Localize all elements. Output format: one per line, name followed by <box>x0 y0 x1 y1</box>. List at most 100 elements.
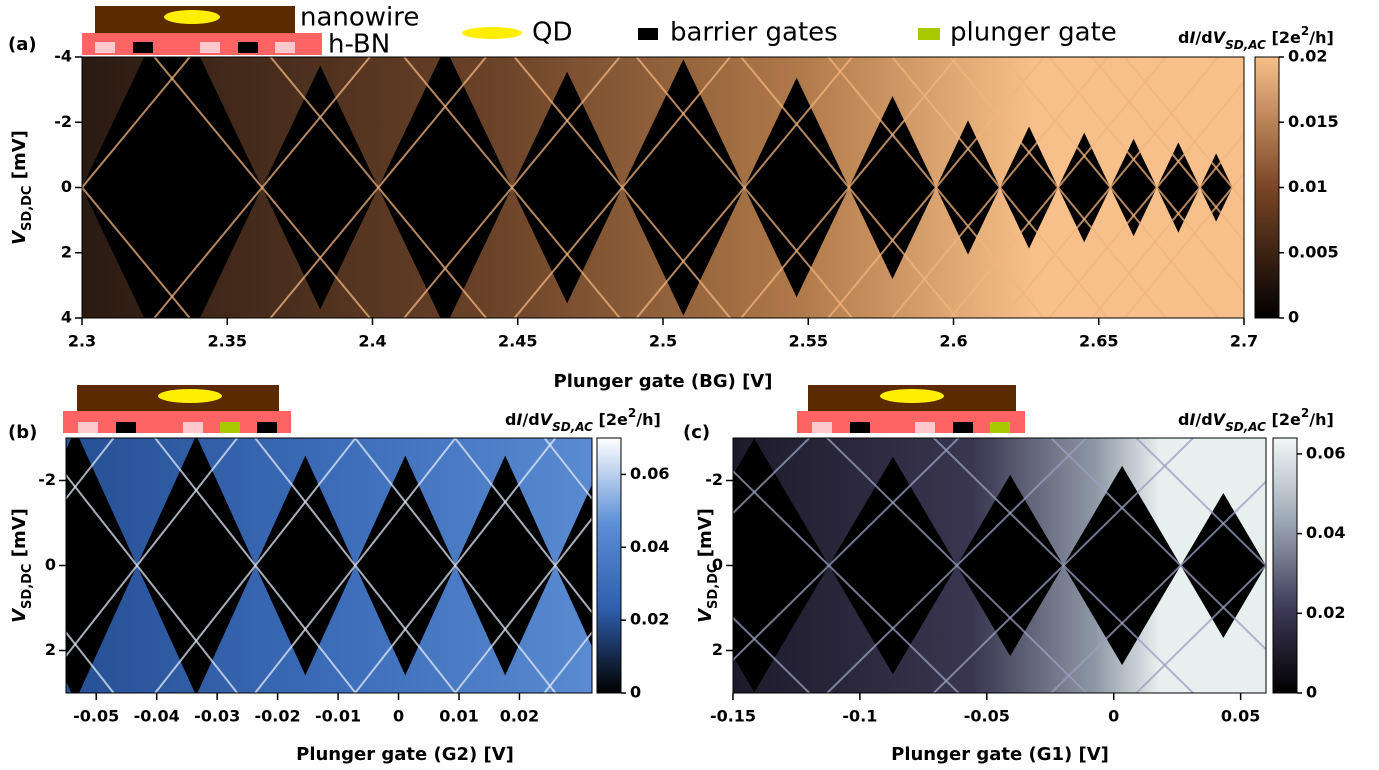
x-tick-label: 0.02 <box>500 707 539 726</box>
resonance-line <box>635 57 854 318</box>
resonance-line <box>733 469 961 693</box>
y-tick-label: 4 <box>61 308 72 327</box>
y-tick-label: 2 <box>712 640 723 659</box>
colorbar-label-part: d <box>1178 410 1189 429</box>
colorbar <box>1272 437 1298 694</box>
colorbar-tick-label: 0.02 <box>1306 603 1345 622</box>
colorbar-label-part: V <box>1213 28 1227 47</box>
y-label-symbol: V <box>9 607 30 623</box>
resonance-line <box>153 438 357 693</box>
coulomb-diamond <box>1058 132 1111 243</box>
y-axis-label: VSD,DC [mV] <box>695 508 721 623</box>
resonance-line <box>353 438 557 693</box>
colorbar-tick-label: 0.06 <box>1306 443 1345 462</box>
y-tick-label: 0 <box>712 555 723 574</box>
y-label-unit: [mV] <box>9 130 30 185</box>
legend-label: plunger gate <box>950 18 1117 48</box>
colorbar-label-part: /d <box>1195 28 1212 47</box>
coulomb-diamond <box>511 71 623 304</box>
y-tick-label: 2 <box>61 242 72 261</box>
x-tick-label: -0.01 <box>315 707 361 726</box>
device-schematic <box>82 6 322 55</box>
resonance-line <box>66 438 115 501</box>
colorbar-tick-label: 0.015 <box>1288 112 1339 131</box>
colorbar-label-part: SD,AC <box>552 420 593 434</box>
x-tick-label: -0.05 <box>964 707 1010 726</box>
y-label-unit: [mV] <box>9 508 30 563</box>
resonance-line <box>733 616 811 693</box>
device-schematic <box>63 385 291 433</box>
colorbar-label-part: V <box>540 410 554 429</box>
x-tick-label: 2.5 <box>649 332 677 351</box>
heatmap <box>82 57 1244 318</box>
colorbar-label-part: V <box>1213 410 1227 429</box>
coulomb-diamond <box>82 57 263 318</box>
colorbar <box>1254 56 1280 319</box>
coulomb-diamond <box>1156 142 1200 233</box>
colorbar-label: dI/dVSD,AC [2e2/h] <box>505 406 661 434</box>
resonance-line <box>513 57 732 318</box>
x-tick-label: 0 <box>1108 707 1119 726</box>
colorbar-label-part: [2e <box>593 410 628 429</box>
legend-label: QD <box>532 18 573 48</box>
coulomb-diamond <box>66 438 138 693</box>
resonance-line <box>825 438 1088 693</box>
resonance-line <box>543 630 592 693</box>
resonance-line <box>269 57 488 318</box>
coulomb-diamond <box>1063 465 1181 666</box>
colorbar-label-part: /d <box>1195 410 1212 429</box>
device-label: nanowire <box>300 3 419 33</box>
colorbar-tick-label: 0.02 <box>630 610 669 629</box>
colorbar-tick-label: 0.06 <box>630 464 669 483</box>
panel-label: (b) <box>8 422 37 443</box>
coulomb-diamond <box>848 95 937 280</box>
colorbar-tick-label: 0.02 <box>1288 47 1327 66</box>
resonance-line <box>543 438 592 501</box>
heatmap <box>66 438 592 693</box>
x-axis-label: Plunger gate (BG) [V] <box>554 371 773 392</box>
legend-label: barrier gates <box>670 18 838 48</box>
y-tick-label: -2 <box>38 470 56 489</box>
coulomb-diamond <box>355 455 456 676</box>
colorbar-label-part: [2e <box>1266 28 1301 47</box>
y-label-subscript: SD,DC <box>20 564 35 609</box>
colorbar-label-part: /h] <box>1309 28 1334 47</box>
x-tick-label: -0.02 <box>255 707 301 726</box>
coulomb-diamond <box>1110 138 1157 237</box>
x-tick-label: -0.04 <box>134 707 180 726</box>
colorbar-label-part: SD,AC <box>1225 420 1266 434</box>
coulomb-diamond <box>733 438 829 693</box>
colorbar-label: dI/dVSD,AC [2e2/h] <box>1178 24 1334 52</box>
colorbar-label-part: 2 <box>1301 406 1309 420</box>
resonance-line <box>153 57 372 318</box>
device-label: h-BN <box>328 30 390 60</box>
coulomb-diamond <box>622 59 745 316</box>
colorbar-tick-label: 0.04 <box>630 537 669 556</box>
resonance-line <box>66 630 115 693</box>
colorbar-label: dI/dVSD,AC [2e2/h] <box>1178 406 1334 434</box>
y-label-subscript: SD,DC <box>706 564 721 609</box>
colorbar-tick-label: 0.005 <box>1288 242 1339 261</box>
coulomb-diamond <box>255 455 356 676</box>
y-tick-label: 0 <box>45 555 56 574</box>
y-label-subscript: SD,DC <box>20 186 35 231</box>
resonance-line <box>932 438 1195 693</box>
x-tick-label: 2.65 <box>1079 332 1118 351</box>
x-tick-label: -0.05 <box>73 707 119 726</box>
legend-swatch <box>638 28 658 40</box>
x-tick-label: 2.35 <box>208 332 247 351</box>
x-tick-label: 2.3 <box>68 332 96 351</box>
coulomb-diamond <box>744 77 849 298</box>
x-tick-label: 0.01 <box>439 707 478 726</box>
x-tick-label: -0.03 <box>194 707 240 726</box>
coulomb-diamond <box>999 126 1059 249</box>
coulomb-diamond <box>956 474 1064 657</box>
resonance-line <box>1134 564 1266 693</box>
x-tick-label: 2.7 <box>1230 332 1258 351</box>
resonance-line <box>66 473 239 693</box>
resonance-line <box>402 57 622 318</box>
colorbar-tick-label: 0 <box>1288 308 1299 327</box>
resonance-line <box>733 438 811 515</box>
y-tick-label: 0 <box>61 177 72 196</box>
